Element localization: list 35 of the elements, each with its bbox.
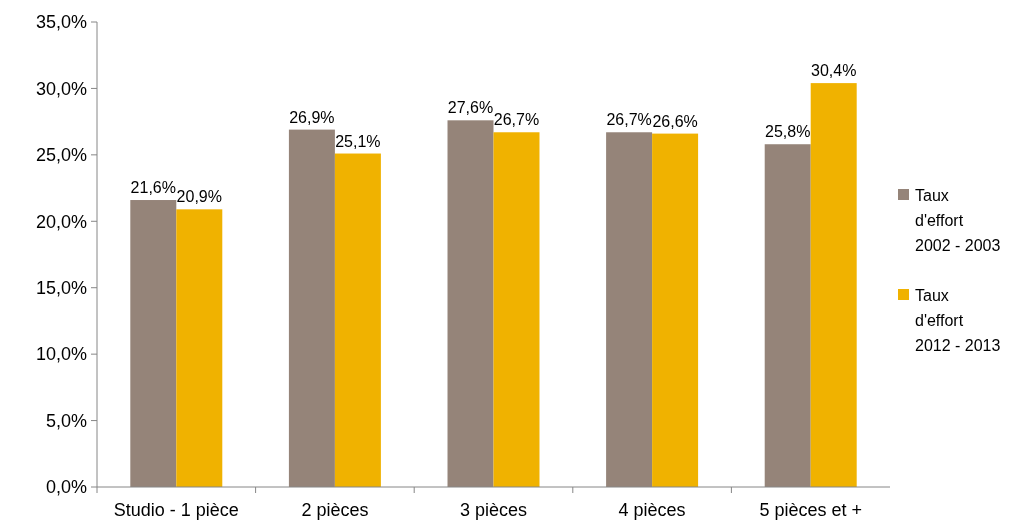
bar <box>493 132 540 487</box>
data-label: 20,9% <box>176 188 222 206</box>
x-tick-label: 3 pièces <box>459 500 528 520</box>
x-tick-label: 4 pièces <box>618 500 686 520</box>
y-tick-label: 20,0% <box>35 211 87 232</box>
data-label: 26,7% <box>493 111 540 129</box>
bar <box>176 209 223 487</box>
y-tick-label: 10,0% <box>35 344 87 365</box>
bar <box>288 129 335 487</box>
bar <box>130 200 177 487</box>
data-label: 26,7% <box>606 111 652 129</box>
data-label: 25,1% <box>335 132 381 150</box>
bar <box>447 120 494 487</box>
data-label: 27,6% <box>447 99 494 117</box>
y-tick-label: 15,0% <box>35 278 87 299</box>
y-tick-label: 0,0% <box>45 477 87 498</box>
data-label: 30,4% <box>811 62 857 80</box>
bar <box>334 153 381 487</box>
data-label: 25,8% <box>765 123 811 141</box>
data-label: 26,6% <box>652 112 698 130</box>
legend-label: Taux d'effort 2012 - 2013 <box>915 286 1001 354</box>
bar <box>810 83 857 487</box>
x-tick-label: 2 pièces <box>301 500 369 520</box>
bar <box>764 144 811 487</box>
y-tick-label: 5,0% <box>45 410 87 431</box>
data-label: 26,9% <box>289 108 335 126</box>
data-label: 21,6% <box>130 179 176 197</box>
y-tick-label: 35,0% <box>35 12 87 33</box>
legend-label: Taux d'effort 2002 - 2003 <box>915 186 1001 254</box>
bar <box>652 133 699 487</box>
y-tick-label: 30,0% <box>35 78 87 99</box>
y-tick-label: 25,0% <box>35 145 87 166</box>
bar <box>606 132 653 487</box>
x-tick-label: Studio - 1 pièce <box>113 500 239 520</box>
x-tick-label: 5 pièces et + <box>759 500 862 520</box>
